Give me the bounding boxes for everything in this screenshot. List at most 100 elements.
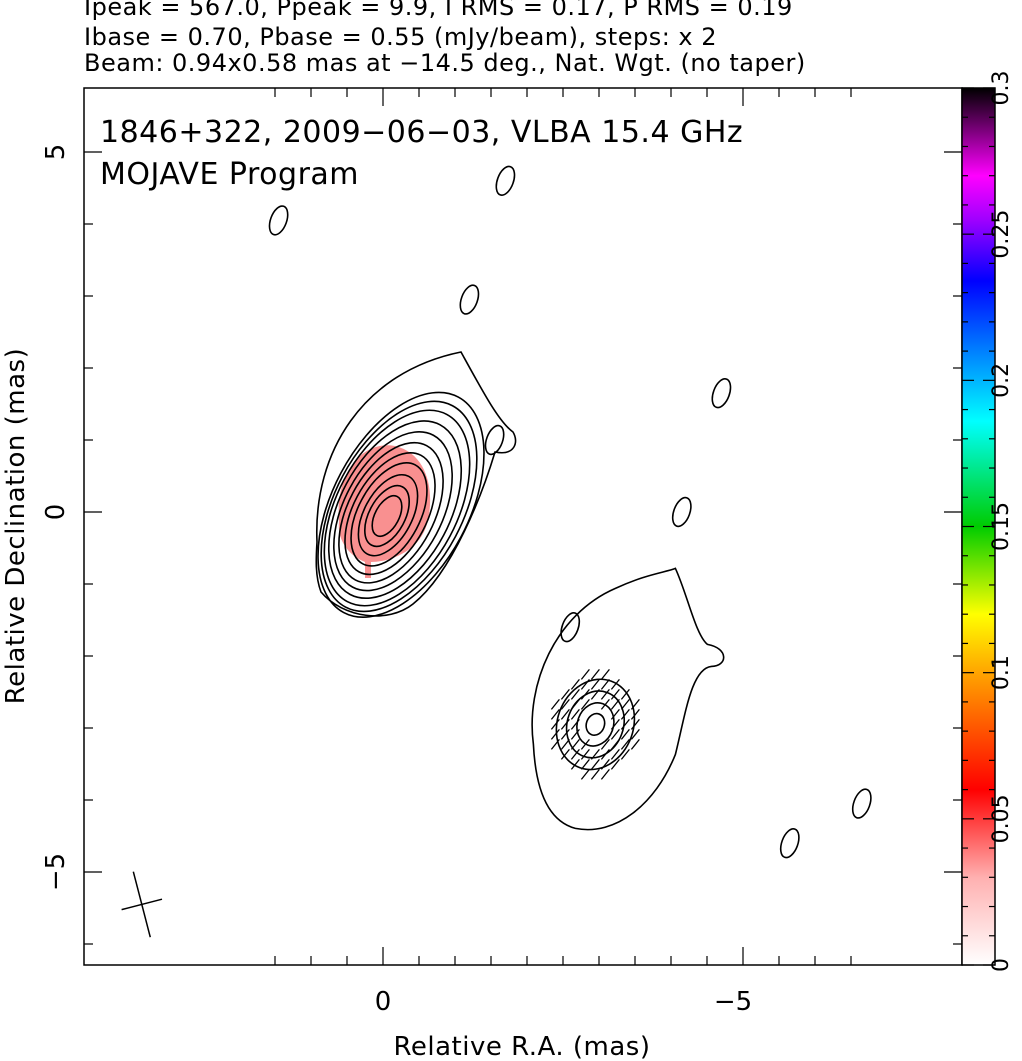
polarization-vector [600,738,610,750]
polarization-vector [570,728,580,740]
polarization-vectors [550,668,640,780]
core-contour [327,420,463,600]
core-contour [371,494,403,538]
isolated-contour [484,424,505,456]
colorbar-tick-label: 0.2 [989,363,1014,398]
polarization-vector [610,748,620,760]
polarization-vector [570,688,580,700]
colorbar-ticks [962,87,995,966]
jet-outer-contour [531,567,725,831]
y-tick-label: 0 [41,504,71,521]
isolated-contour [711,378,732,409]
polarization-vector [600,768,610,780]
colorbar-tick-label: 0 [989,958,1014,972]
polarization-vector [570,698,580,710]
polarization-vector [570,738,580,750]
header-stats-line: Ipeak = 567.0, Ppeak = 9.9, I RMS = 0.17… [84,0,793,21]
polarization-vector [610,688,620,700]
polarization-vector [560,738,570,750]
polarization-vector [570,678,580,690]
polarization-vector [570,718,580,730]
polarization-vector [620,708,630,720]
polarization-vector [580,668,590,680]
polarization-vector [600,748,610,760]
polarization-vector [620,728,630,740]
polarization-vector [570,748,580,760]
isolated-contour [560,612,581,643]
polarization-vector [610,698,620,710]
core-contour [320,400,478,613]
polarization-vector [630,698,640,710]
core-contour [323,409,471,607]
polarization-vector [600,678,610,690]
polarization-vector [560,698,570,710]
core-contour [364,484,410,548]
colorbar-tick-labels: 0 0.05 0.1 0.15 0.2 0.25 0.3 [989,71,1014,973]
polarization-vector [630,728,640,740]
jet-contour [555,678,636,771]
polarization-vector [580,758,590,770]
polarization-vector [620,718,630,730]
polarization-vector [590,748,600,760]
map-annotation-program: MOJAVE Program [100,157,359,192]
polarization-vector [550,698,560,710]
jet-contour [576,702,615,747]
polarization-vector [590,758,600,770]
polarization-vector [550,728,560,740]
polarization-vector [580,698,590,710]
core-contour [338,441,444,584]
y-tick-label: 5 [41,144,71,161]
polarization-vector [610,758,620,770]
polarization-vector [570,708,580,720]
polarization-vector [610,678,620,690]
header-base-line: Ibase = 0.70, Pbase = 0.55 (mJy/beam), s… [84,23,718,51]
polarization-vector [550,708,560,720]
y-axis-label: Relative Declination (mas) [1,348,31,704]
polarization-vector [620,698,630,710]
polarization-vector [550,738,560,750]
x-axis-label: Relative R.A. (mas) [394,1032,651,1061]
polarization-vector [610,718,620,730]
polarization-vector [580,738,590,750]
polarization-vector [630,718,640,730]
colorbar-tick-label: 0.15 [989,502,1014,551]
colorbar-tick-label: 0.05 [989,794,1014,843]
polarization-vector [630,708,640,720]
isolated-contour [268,205,289,236]
polarization-vector [560,718,570,730]
polarization-vector [620,688,630,700]
polarization-vector [610,738,620,750]
core-contour [344,451,436,576]
isolated-contour [459,284,480,315]
polarization-vector [600,758,610,770]
polarization-vector [560,748,570,760]
polarization-vector [570,758,580,770]
polarization-vector [580,748,590,760]
polarization-vector [590,768,600,780]
isolated-contour [671,496,692,528]
polarization-vector [600,698,610,710]
colorbar-tick-label: 0.1 [989,655,1014,690]
header-beam-line: Beam: 0.94x0.58 mas at −14.5 deg., Nat. … [84,49,806,77]
jet-contour [585,712,606,736]
core-contour [350,462,428,567]
contour-layer [121,165,872,938]
polarization-vector [560,688,570,700]
isolated-contour [779,828,800,859]
core-contour [333,431,453,592]
beam-minor-axis [121,898,163,911]
polarization-vector [610,728,620,740]
y-tick-label: −5 [41,853,71,891]
axis-tick-labels: 0 −5 5 0 −5 [41,144,752,1017]
isolated-contour [495,165,516,196]
polarization-vector [590,668,600,680]
x-tick-label: −5 [714,987,752,1017]
colorbar-tick-label: 0.3 [989,71,1014,106]
polarization-vector [590,678,600,690]
polarization-vector [580,678,590,690]
colorbar-tick-label: 0.25 [989,210,1014,259]
beam-marker [121,871,163,938]
polarization-vector [620,748,630,760]
polarization-vector [580,688,590,700]
